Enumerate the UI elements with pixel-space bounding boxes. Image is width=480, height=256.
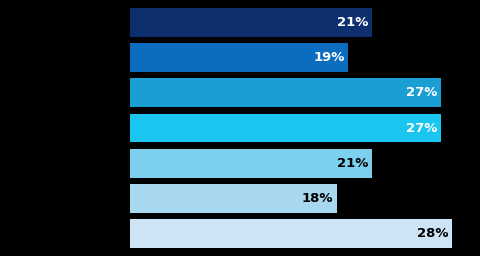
Text: 28%: 28%	[417, 227, 449, 240]
Text: 27%: 27%	[406, 86, 437, 99]
Text: 21%: 21%	[336, 157, 368, 170]
Text: 18%: 18%	[302, 192, 334, 205]
Bar	[130, 79, 441, 107]
Text: 21%: 21%	[336, 16, 368, 29]
Bar	[130, 184, 337, 213]
Text: 19%: 19%	[313, 51, 345, 64]
Bar	[130, 8, 372, 37]
Bar	[130, 43, 348, 72]
Bar	[130, 219, 452, 248]
Bar	[130, 149, 372, 177]
Bar	[130, 114, 441, 142]
Text: 27%: 27%	[406, 122, 437, 134]
